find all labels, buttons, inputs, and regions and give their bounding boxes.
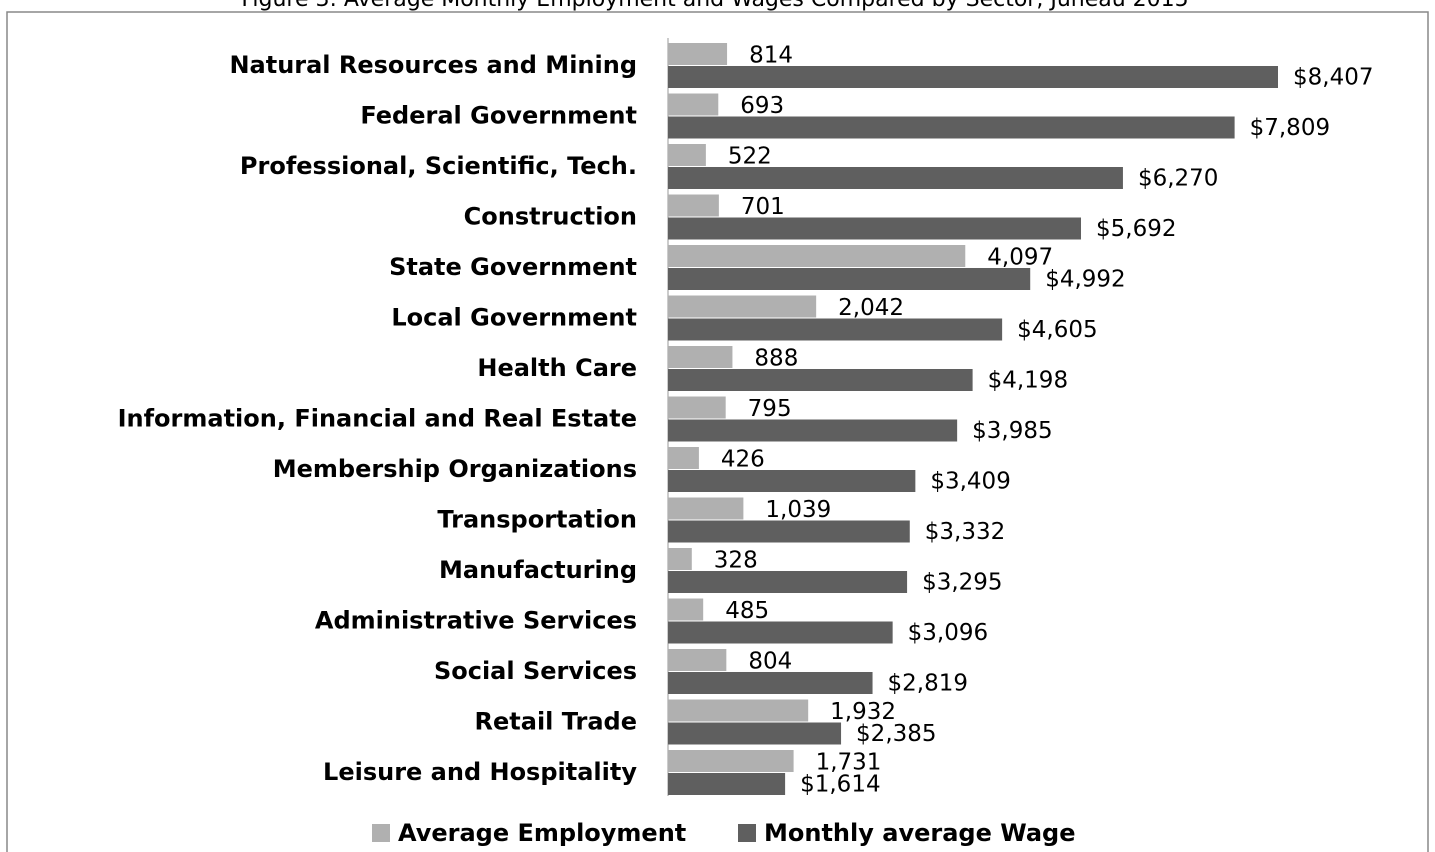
legend-swatch	[738, 824, 756, 842]
bar	[668, 369, 973, 391]
bar	[668, 116, 1235, 139]
category-label: Health Care	[477, 354, 637, 382]
bar	[668, 750, 794, 772]
category-label: Information, Financial and Real Estate	[118, 405, 637, 433]
bar	[668, 419, 958, 442]
value-label: $4,992	[1045, 267, 1125, 293]
value-label: $3,295	[922, 570, 1002, 596]
category-label: Social Services	[434, 657, 637, 685]
bar	[668, 93, 719, 116]
category-label: Manufacturing	[439, 556, 637, 584]
value-label: 426	[721, 447, 765, 473]
legend-swatch	[372, 824, 390, 842]
value-label: 888	[754, 346, 798, 372]
bar	[668, 167, 1123, 189]
bar	[668, 598, 704, 621]
bar	[668, 571, 908, 593]
bar	[668, 396, 726, 419]
bar	[668, 722, 842, 745]
value-label: 522	[728, 144, 772, 170]
value-label: 795	[748, 396, 792, 422]
bar	[668, 245, 966, 267]
value-label: 2,042	[838, 295, 904, 321]
value-label: 814	[749, 43, 793, 69]
chart-frame	[6, 11, 1429, 852]
category-label: Retail Trade	[475, 708, 637, 736]
bar	[668, 672, 873, 694]
value-label: 804	[748, 649, 792, 675]
chart-title: Figure 3: Average Monthly Employment and…	[241, 0, 1188, 12]
value-label: $4,605	[1017, 317, 1097, 343]
value-label: 328	[714, 548, 758, 574]
value-label: $3,096	[908, 620, 988, 646]
category-label: Professional, Scientific, Tech.	[240, 152, 637, 180]
bar	[668, 295, 817, 318]
value-label: $6,270	[1138, 166, 1218, 192]
bar	[668, 497, 744, 520]
bar	[668, 520, 910, 543]
value-label: $7,809	[1250, 115, 1330, 141]
value-label: $2,385	[856, 721, 936, 747]
value-label: $1,614	[800, 772, 880, 798]
bar	[668, 447, 699, 469]
category-label: Leisure and Hospitality	[323, 758, 637, 786]
value-label: $3,985	[972, 418, 1052, 444]
category-label: Administrative Services	[315, 607, 637, 635]
bar	[668, 43, 728, 65]
bar	[668, 217, 1082, 240]
category-label: Construction	[464, 203, 637, 231]
bar	[668, 144, 706, 166]
legend-label: Monthly average Wage	[764, 819, 1075, 847]
category-label: Natural Resources and Mining	[229, 51, 637, 79]
value-label: 1,039	[765, 497, 831, 523]
value-label: $3,409	[930, 469, 1010, 495]
bar	[668, 346, 733, 368]
category-label: Transportation	[437, 506, 637, 534]
bar	[668, 548, 692, 570]
value-label: 701	[741, 194, 785, 220]
value-label: 1,932	[830, 699, 896, 725]
legend-label: Average Employment	[398, 819, 686, 847]
value-label: 485	[725, 598, 769, 624]
bar	[668, 649, 727, 671]
value-label: $2,819	[888, 671, 968, 697]
value-label: $4,198	[988, 368, 1068, 394]
value-label: 1,731	[816, 750, 882, 776]
bar	[668, 699, 809, 722]
bar	[668, 621, 893, 644]
bar	[668, 194, 719, 217]
category-label: Federal Government	[360, 102, 637, 130]
bar	[668, 268, 1031, 290]
value-label: $3,332	[925, 519, 1005, 545]
category-label: Membership Organizations	[273, 455, 637, 483]
bar	[668, 66, 1278, 88]
value-label: 693	[740, 93, 784, 119]
value-label: 4,097	[987, 245, 1053, 271]
category-label: Local Government	[391, 304, 637, 332]
bar	[668, 773, 786, 795]
category-label: State Government	[389, 253, 637, 281]
bar	[668, 470, 916, 492]
value-label: $8,407	[1293, 65, 1373, 91]
value-label: $5,692	[1096, 216, 1176, 242]
bar	[668, 318, 1003, 341]
